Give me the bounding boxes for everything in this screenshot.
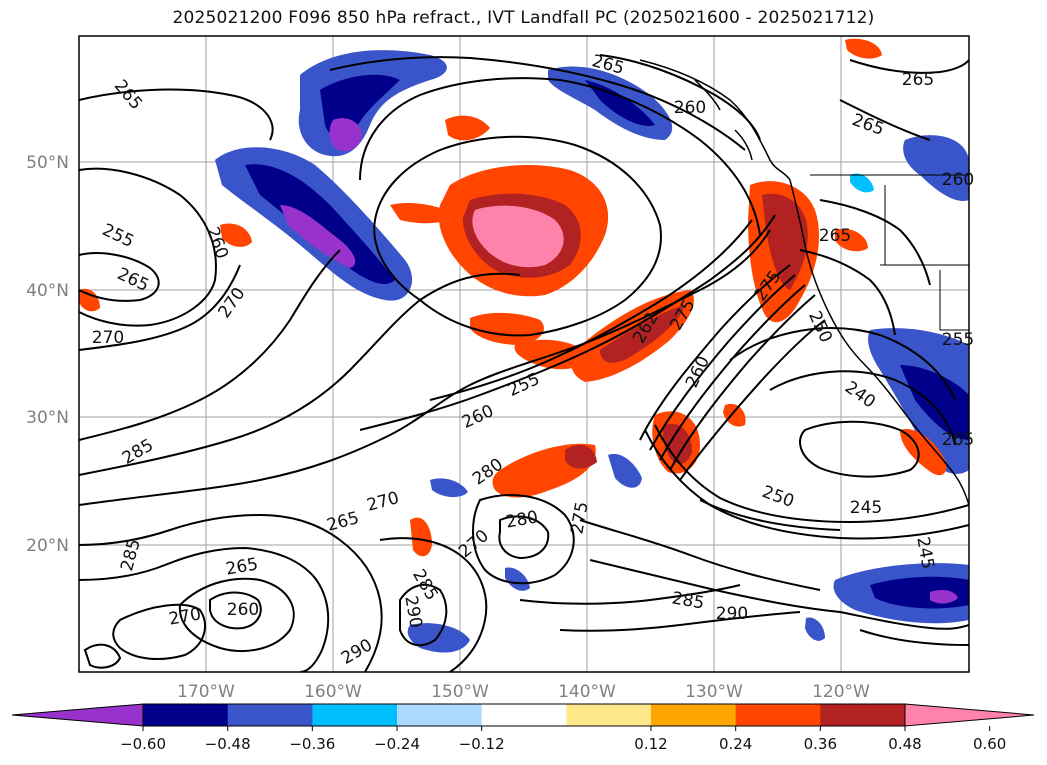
colorbar-extend-high: [904, 703, 1035, 727]
colorbar-tick-label: 0.36: [804, 735, 837, 753]
contour-label: 280: [504, 507, 539, 532]
colorbar-tick-label: 0.24: [719, 735, 752, 753]
coastline: [639, 59, 969, 506]
colorbar-tick-label: −0.60: [120, 735, 166, 753]
contour-label: 260: [227, 600, 259, 620]
lon-label-160w: 160°W: [304, 682, 362, 702]
contour-label: 265: [110, 76, 146, 114]
colorbar-tick-label: −0.48: [205, 735, 251, 753]
colorbar-tick-label: −0.24: [374, 735, 420, 753]
contour-lines: [79, 54, 969, 672]
colorbar-tick-label: 0.12: [634, 735, 667, 753]
contour-label: 245: [850, 498, 882, 518]
lon-label-120w: 120°W: [812, 682, 870, 702]
map-frame: [78, 35, 970, 673]
contour-label: 240: [841, 378, 879, 413]
lat-label-50: 50°N: [26, 153, 69, 173]
lat-labels: 50°N 40°N 30°N 20°N: [26, 153, 69, 556]
lon-label-150w: 150°W: [431, 682, 489, 702]
contour-label: 250: [804, 308, 836, 346]
contour-label: 260: [674, 98, 706, 118]
colorbar-segment: [651, 704, 737, 726]
colorbar-segment: [397, 704, 483, 726]
colorbar-extend-low: [11, 703, 144, 727]
lon-label-130w: 130°W: [685, 682, 743, 702]
colorbar-frame: [142, 703, 906, 727]
colorbar-tick-label: −0.36: [289, 735, 335, 753]
contour-label: 260: [682, 353, 714, 391]
contour-label: 265: [849, 110, 886, 140]
contour-label: 265: [114, 264, 152, 296]
contour-label: 255: [99, 220, 137, 252]
colorbar: −0.60 −0.48 −0.36 −0.24 −0.12 0.12 0.24 0.36 0.4…: [11, 703, 1035, 753]
map-content: [79, 36, 969, 672]
lon-label-170w: 170°W: [177, 682, 235, 702]
lat-label-30: 30°N: [26, 408, 69, 428]
contour-label: 265: [224, 554, 259, 579]
colorbar-tick-label: −0.12: [459, 735, 505, 753]
negative-shading: [215, 50, 969, 653]
positive-shading: [79, 38, 947, 557]
lon-label-140w: 140°W: [558, 682, 616, 702]
colorbar-segment: [735, 704, 821, 726]
lon-labels: 170°W 160°W 150°W 140°W 130°W 120°W: [177, 682, 870, 702]
colorbar-segment: [227, 704, 313, 726]
contour-label: 260: [459, 401, 497, 433]
lat-label-20: 20°N: [26, 536, 69, 556]
colorbar-segment: [312, 704, 398, 726]
contour-label: 265: [902, 70, 934, 90]
contour-label: 250: [759, 482, 796, 512]
colorbar-segment: [143, 704, 229, 726]
colorbar-tick-label: 0.60: [973, 735, 1006, 753]
contour-label: 285: [670, 588, 705, 613]
contour-label: 255: [942, 330, 974, 350]
contour-label: 265: [942, 430, 974, 450]
contour-label: 275: [567, 500, 592, 535]
colorbar-segment: [481, 704, 567, 726]
colorbar-segment: [566, 704, 652, 726]
colorbar-segment: [820, 704, 906, 726]
contour-label: 265: [325, 508, 362, 536]
contour-label: 270: [92, 328, 124, 348]
figure-title: 2025021200 F096 850 hPa refract., IVT La…: [172, 8, 875, 28]
colorbar-tick-label: 0.48: [888, 735, 921, 753]
contour-label: 290: [716, 604, 748, 624]
lat-label-40: 40°N: [26, 281, 69, 301]
contour-label: 290: [400, 594, 425, 629]
contour-label: 265: [819, 226, 851, 246]
contour-label: 260: [942, 170, 974, 190]
contour-label: 270: [167, 604, 202, 629]
contour-label: 270: [365, 488, 402, 516]
